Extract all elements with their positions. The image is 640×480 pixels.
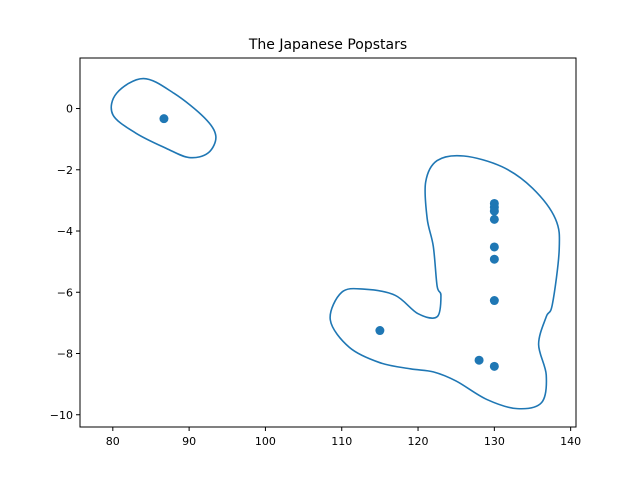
data-point — [489, 296, 499, 306]
y-tick-label: −6 — [57, 286, 73, 299]
data-point — [489, 242, 499, 252]
x-tick-label: 90 — [182, 435, 196, 448]
data-point — [375, 326, 385, 336]
x-tick-label: 80 — [106, 435, 120, 448]
data-point — [489, 214, 499, 224]
plot-frame — [79, 57, 577, 428]
y-tick-label: −2 — [57, 164, 73, 177]
x-axis: 80 90 100 110 120 130 140 — [106, 427, 581, 448]
y-tick-label: 0 — [66, 103, 73, 116]
data-point — [489, 254, 499, 264]
y-tick-label: −4 — [57, 225, 73, 238]
y-axis: 0 −2 −4 −6 −8 −10 — [50, 103, 80, 422]
x-tick-label: 140 — [560, 435, 581, 448]
y-tick-label: −8 — [57, 348, 73, 361]
data-point — [489, 361, 499, 371]
x-tick-label: 100 — [255, 435, 276, 448]
chart-title: The Japanese Popstars — [248, 37, 407, 53]
y-tick-label: −10 — [50, 409, 73, 422]
data-point — [474, 355, 484, 365]
density-contour-1 — [110, 77, 217, 159]
points-layer — [159, 114, 499, 371]
x-tick-label: 120 — [408, 435, 429, 448]
x-tick-label: 110 — [331, 435, 352, 448]
x-tick-label: 130 — [484, 435, 505, 448]
data-point — [489, 198, 499, 208]
density-contour-2 — [329, 154, 561, 410]
data-point — [159, 114, 169, 124]
contours-layer — [110, 77, 561, 410]
